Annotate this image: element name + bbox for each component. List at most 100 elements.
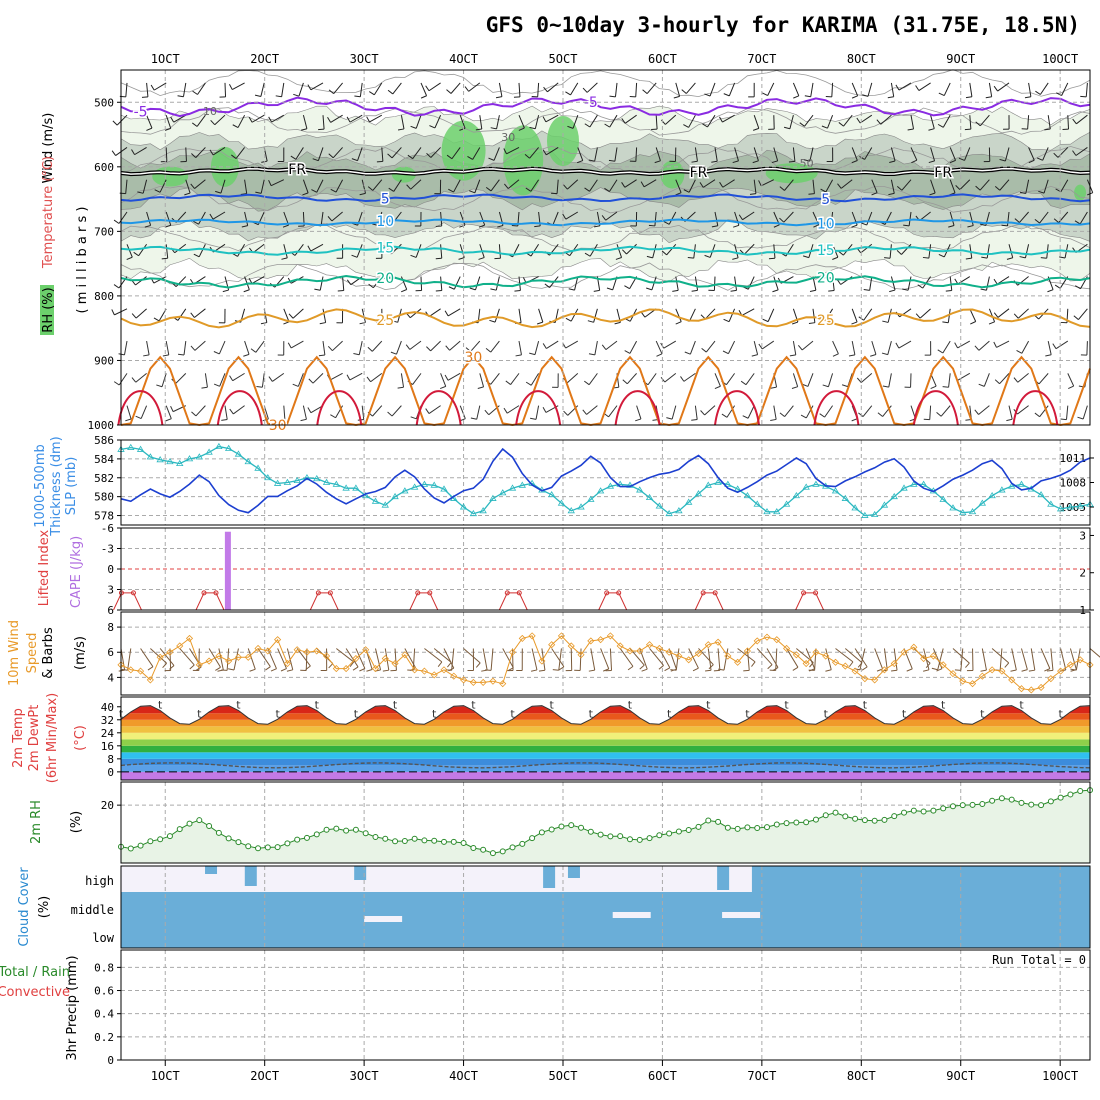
wind-barb (310, 243, 324, 252)
cloud-level-label: high (85, 874, 114, 888)
x-tick-label-bottom: 9OCT (946, 1069, 975, 1083)
rh-marker (431, 837, 438, 844)
wind10m-barb (345, 648, 359, 668)
wind-barb-feather (1056, 92, 1062, 96)
x-tick-label-top: 10OCT (1042, 52, 1078, 66)
wind-barb (988, 308, 996, 323)
wind-barb (372, 179, 383, 191)
rh-marker (284, 840, 291, 847)
wind-speed-marker (440, 666, 448, 674)
wind-barb-feather (917, 284, 924, 289)
wind-barb-feather (229, 375, 234, 381)
wind-speed-marker (401, 651, 409, 659)
wind-barb-feather (981, 256, 988, 259)
wind-barb-feather (719, 181, 724, 188)
temp-marker: t (824, 707, 829, 720)
temp-marker: t (236, 698, 241, 711)
wind10m-barb (796, 648, 814, 663)
wind-barb (459, 405, 466, 419)
wind-barb (734, 244, 739, 258)
temp-contour-30 (120, 355, 1091, 427)
temp-contour-35 (1012, 390, 1059, 426)
wind-barb (605, 211, 618, 221)
wind-speed-marker (371, 665, 380, 673)
y-tick-label: 586 (94, 434, 114, 447)
wind-barb (949, 276, 953, 291)
wind-barb (734, 147, 739, 162)
rh-marker (421, 837, 428, 844)
wind-barb-feather (426, 152, 432, 158)
wind-barb (753, 340, 759, 355)
wind-barb (165, 115, 172, 129)
wind-barb (490, 373, 500, 385)
wind-barb-feather (133, 251, 139, 257)
wind10m-barb (707, 648, 712, 671)
thickness-marker (136, 445, 145, 452)
wind-barb-feather (1024, 96, 1031, 99)
wind-barb-feather (469, 287, 476, 291)
wind10m-barb (844, 648, 863, 664)
wind-barb-feather (993, 341, 997, 348)
wind-barb-feather (887, 96, 894, 99)
wind-speed-marker (890, 659, 898, 668)
wind-barb-feather (593, 225, 601, 228)
slp-axis-label: SLP (mb) (64, 457, 79, 516)
wind-barb-feather (994, 185, 1001, 191)
wind-barb-feather (718, 668, 725, 671)
wind-speed-marker (185, 634, 194, 642)
rh-marker (489, 850, 496, 857)
wind-barb (609, 179, 618, 192)
wind-barb-feather (711, 160, 718, 163)
wind-barb (1067, 373, 1075, 387)
rh-marker (617, 833, 624, 840)
wind-barb-feather (624, 285, 630, 290)
rh-marker (362, 830, 369, 837)
wind-barb-feather (949, 159, 956, 164)
wind-barb (898, 340, 912, 349)
wind10m-barb (247, 648, 256, 670)
wind-barb-feather (300, 418, 307, 422)
cape-axis-label: CAPE (J/kg) (69, 536, 84, 608)
wind-barb (302, 179, 309, 194)
wind-barb (459, 211, 466, 226)
wind-barb (260, 82, 265, 97)
wind-barb-feather (255, 191, 262, 194)
wind-barb-feather (915, 85, 920, 91)
wind-barb-feather (762, 92, 768, 96)
wind-barb-feather (832, 353, 839, 357)
rh-marker (959, 802, 966, 809)
wind-barb-feather (189, 664, 195, 670)
wind10m-barb (296, 648, 311, 667)
y-tick-label: 580 (94, 491, 114, 504)
wind-barb (929, 405, 932, 420)
wind-barb-feather (287, 342, 292, 349)
wind-barb-feather (576, 160, 583, 164)
wind-barb-feather (407, 154, 413, 160)
wind-barb-feather (190, 183, 195, 189)
wind-barb (196, 114, 206, 127)
wind-barb-feather (111, 309, 115, 316)
wind-barb-feather (164, 127, 171, 131)
wind-barb-feather (848, 354, 855, 357)
temp-band (121, 771, 1090, 780)
wind-barb-feather (125, 418, 132, 422)
wind-barb (943, 82, 951, 96)
wind-barb (212, 211, 226, 220)
wind-barb (140, 405, 148, 419)
wind-barb (1017, 372, 1029, 383)
thickness-axis-label-2: Thickness (dm) (49, 436, 64, 536)
wind-barb (824, 405, 834, 418)
wind-barb-feather (191, 122, 198, 127)
wind-barb (588, 373, 598, 385)
wind-speed-marker (479, 678, 487, 686)
wind-barb-feather (1013, 377, 1019, 383)
wind-barb-feather (567, 125, 574, 129)
rh-marker (901, 809, 908, 816)
temp-marker: t (863, 698, 868, 711)
x-tick-label-top: 5OCT (549, 52, 578, 66)
wind-barb-feather (351, 254, 358, 258)
thickness-marker (332, 480, 341, 487)
wind-barb (988, 82, 993, 97)
thickness-marker (763, 508, 771, 515)
rh-marker (1077, 787, 1084, 794)
